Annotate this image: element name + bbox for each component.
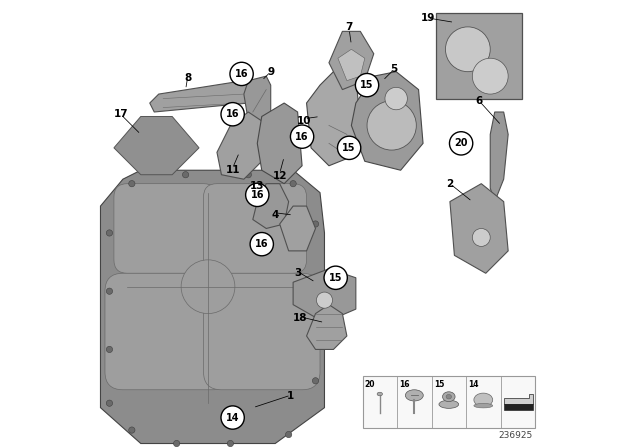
Circle shape — [324, 266, 348, 289]
Circle shape — [106, 346, 113, 353]
Circle shape — [106, 400, 113, 406]
Text: 6: 6 — [476, 96, 483, 106]
Circle shape — [316, 292, 333, 308]
Circle shape — [221, 103, 244, 126]
Polygon shape — [329, 31, 374, 90]
Circle shape — [106, 230, 113, 236]
Polygon shape — [280, 206, 316, 251]
Circle shape — [312, 221, 319, 227]
Polygon shape — [150, 81, 253, 112]
FancyBboxPatch shape — [105, 273, 230, 390]
Circle shape — [285, 431, 292, 438]
Text: 5: 5 — [390, 65, 397, 74]
Polygon shape — [504, 404, 534, 410]
Bar — [362, 376, 535, 428]
Polygon shape — [293, 269, 356, 323]
Text: 20: 20 — [365, 380, 375, 389]
Circle shape — [182, 172, 189, 178]
Ellipse shape — [474, 393, 493, 407]
Circle shape — [245, 172, 252, 178]
Text: 16: 16 — [295, 132, 309, 142]
Polygon shape — [436, 13, 522, 99]
Text: 15: 15 — [342, 143, 356, 153]
Text: 7: 7 — [346, 22, 353, 32]
Text: 16: 16 — [255, 239, 269, 249]
FancyBboxPatch shape — [204, 273, 320, 390]
Text: 16: 16 — [250, 190, 264, 200]
Circle shape — [312, 275, 319, 281]
Text: 8: 8 — [184, 73, 191, 83]
Circle shape — [181, 260, 235, 314]
Text: 2: 2 — [446, 179, 454, 189]
Ellipse shape — [446, 395, 451, 399]
Polygon shape — [307, 67, 360, 166]
Circle shape — [290, 181, 296, 187]
Ellipse shape — [442, 392, 455, 402]
Text: 17: 17 — [113, 109, 128, 119]
Text: 9: 9 — [267, 67, 275, 77]
Circle shape — [449, 132, 473, 155]
Circle shape — [472, 228, 490, 246]
Circle shape — [250, 233, 273, 256]
Circle shape — [355, 73, 379, 97]
Polygon shape — [217, 112, 262, 179]
Circle shape — [312, 324, 319, 330]
Text: 19: 19 — [420, 13, 435, 23]
Ellipse shape — [405, 390, 423, 401]
Circle shape — [472, 58, 508, 94]
Text: 16: 16 — [399, 380, 410, 389]
Polygon shape — [307, 305, 347, 349]
Text: 236925: 236925 — [499, 431, 533, 440]
Ellipse shape — [474, 403, 493, 408]
Circle shape — [173, 440, 180, 447]
Polygon shape — [338, 49, 365, 81]
Circle shape — [385, 87, 408, 110]
Circle shape — [129, 181, 135, 187]
Text: 11: 11 — [225, 165, 240, 175]
Circle shape — [291, 125, 314, 148]
Circle shape — [230, 62, 253, 86]
Text: 20: 20 — [454, 138, 468, 148]
Circle shape — [227, 440, 234, 447]
FancyBboxPatch shape — [204, 184, 307, 273]
Circle shape — [221, 406, 244, 429]
Text: 18: 18 — [292, 313, 307, 323]
Text: 1: 1 — [287, 392, 294, 401]
Polygon shape — [253, 184, 289, 228]
Polygon shape — [114, 116, 199, 175]
Text: 16: 16 — [226, 109, 239, 119]
Text: 15: 15 — [329, 273, 342, 283]
Text: 14: 14 — [226, 413, 239, 422]
Circle shape — [312, 378, 319, 384]
Ellipse shape — [377, 392, 383, 396]
Text: 3: 3 — [294, 268, 301, 278]
Polygon shape — [504, 394, 534, 404]
Circle shape — [445, 27, 490, 72]
Polygon shape — [490, 112, 508, 202]
Text: 16: 16 — [235, 69, 248, 79]
Circle shape — [129, 427, 135, 433]
Circle shape — [337, 136, 361, 159]
Ellipse shape — [439, 401, 459, 409]
Text: 10: 10 — [297, 116, 312, 126]
Text: 4: 4 — [271, 210, 279, 220]
FancyBboxPatch shape — [114, 184, 217, 273]
Circle shape — [106, 288, 113, 294]
Polygon shape — [244, 76, 271, 130]
Polygon shape — [351, 72, 423, 170]
Text: 15: 15 — [434, 380, 444, 389]
Text: 13: 13 — [250, 181, 264, 191]
Polygon shape — [257, 103, 302, 184]
Circle shape — [246, 183, 269, 207]
Polygon shape — [450, 184, 508, 273]
Circle shape — [367, 101, 417, 150]
Text: 14: 14 — [468, 380, 479, 389]
Text: 12: 12 — [273, 171, 287, 181]
Polygon shape — [100, 170, 324, 444]
Text: 15: 15 — [360, 80, 374, 90]
